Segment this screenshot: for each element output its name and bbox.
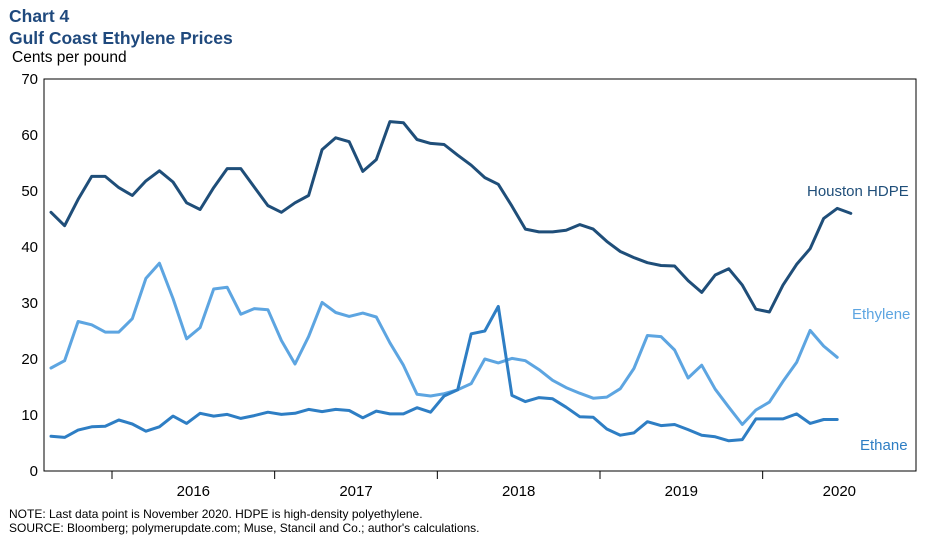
x-tick-label: 2017 <box>339 483 372 500</box>
x-tick-label: 2020 <box>823 483 856 500</box>
x-tick-label: 2018 <box>502 483 535 500</box>
chart-number: Chart 4 <box>9 6 70 26</box>
series-lines <box>49 120 853 443</box>
y-tick-label: 10 <box>21 407 38 424</box>
y-tick-label: 60 <box>21 127 38 144</box>
x-tick-labels: 2016 2017 2018 2019 2020 <box>177 483 856 500</box>
plot-frame <box>43 78 917 472</box>
x-ticks <box>111 471 764 479</box>
chart-title: Gulf Coast Ethylene Prices <box>9 28 233 48</box>
y-tick-label: 30 <box>21 295 38 312</box>
series-line-ethane <box>49 304 839 443</box>
series-line-ethylene <box>49 261 839 426</box>
y-axis-label: Cents per pound <box>12 49 127 66</box>
axis-frame <box>43 78 917 472</box>
chart-source: SOURCE: Bloomberg; polymerupdate.com; Mu… <box>9 521 480 535</box>
x-tick-label: 2016 <box>177 483 210 500</box>
y-tick-labels: 0 10 20 30 40 50 60 70 <box>21 71 38 480</box>
series-line-houston-hdpe <box>49 120 853 314</box>
series-label-ethylene: Ethylene <box>852 306 910 323</box>
chart-note: NOTE: Last data point is November 2020. … <box>9 507 423 521</box>
series-label-ethane: Ethane <box>860 437 908 454</box>
y-tick-label: 40 <box>21 239 38 256</box>
y-tick-label: 20 <box>21 351 38 368</box>
series-label-houston-hdpe: Houston HDPE <box>807 183 909 200</box>
x-tick-label: 2019 <box>665 483 698 500</box>
y-tick-label: 0 <box>30 463 38 480</box>
y-tick-label: 70 <box>21 71 38 88</box>
y-tick-label: 50 <box>21 183 38 200</box>
